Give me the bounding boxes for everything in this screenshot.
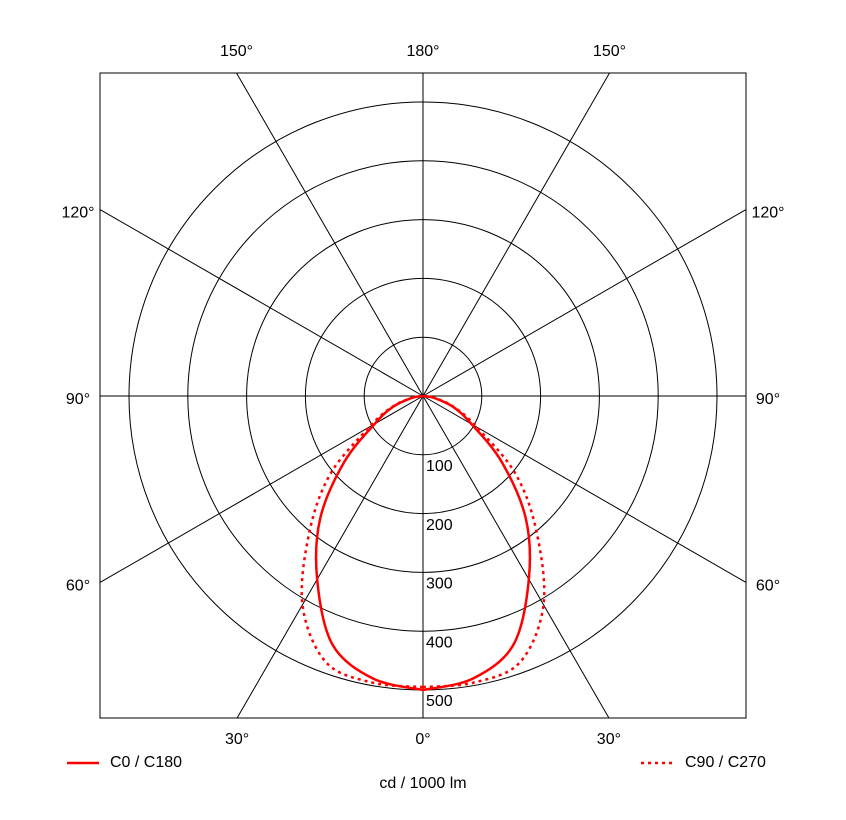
unit-label: cd / 1000 lm: [379, 775, 466, 792]
grid-spoke: [422, 395, 747, 583]
r-tick-label: 300: [426, 576, 453, 593]
grid-spoke: [99, 209, 424, 397]
curve: [422, 394, 546, 689]
grid-spoke: [422, 72, 610, 397]
angle-tick-label: 90°: [756, 391, 780, 408]
grid-spoke: [422, 395, 610, 719]
r-tick-label: 400: [426, 634, 453, 651]
curve: [314, 394, 424, 692]
legend-label: C90 / C270: [685, 754, 766, 771]
curve: [422, 394, 532, 692]
curve: [300, 394, 424, 689]
angle-tick-label: 120°: [61, 205, 94, 222]
grid-spoke: [236, 395, 424, 719]
angle-tick-label: 30°: [225, 731, 249, 748]
angle-tick-label: 90°: [66, 391, 90, 408]
angle-tick-label: 60°: [756, 578, 780, 595]
angle-tick-label: 150°: [593, 43, 626, 60]
r-tick-label: 100: [426, 458, 453, 475]
angle-tick-label: 120°: [751, 205, 784, 222]
angle-tick-label: 150°: [220, 43, 253, 60]
legend-label: C0 / C180: [110, 754, 182, 771]
grid-spoke: [99, 395, 424, 583]
angle-tick-label: 180°: [406, 43, 439, 60]
angle-tick-label: 60°: [66, 578, 90, 595]
angle-tick-label: 30°: [597, 731, 621, 748]
r-tick-label: 500: [426, 693, 453, 710]
r-tick-label: 200: [426, 517, 453, 534]
grid-spoke: [236, 72, 424, 397]
angle-tick-label: 0°: [415, 731, 430, 748]
grid-spoke: [422, 209, 747, 397]
